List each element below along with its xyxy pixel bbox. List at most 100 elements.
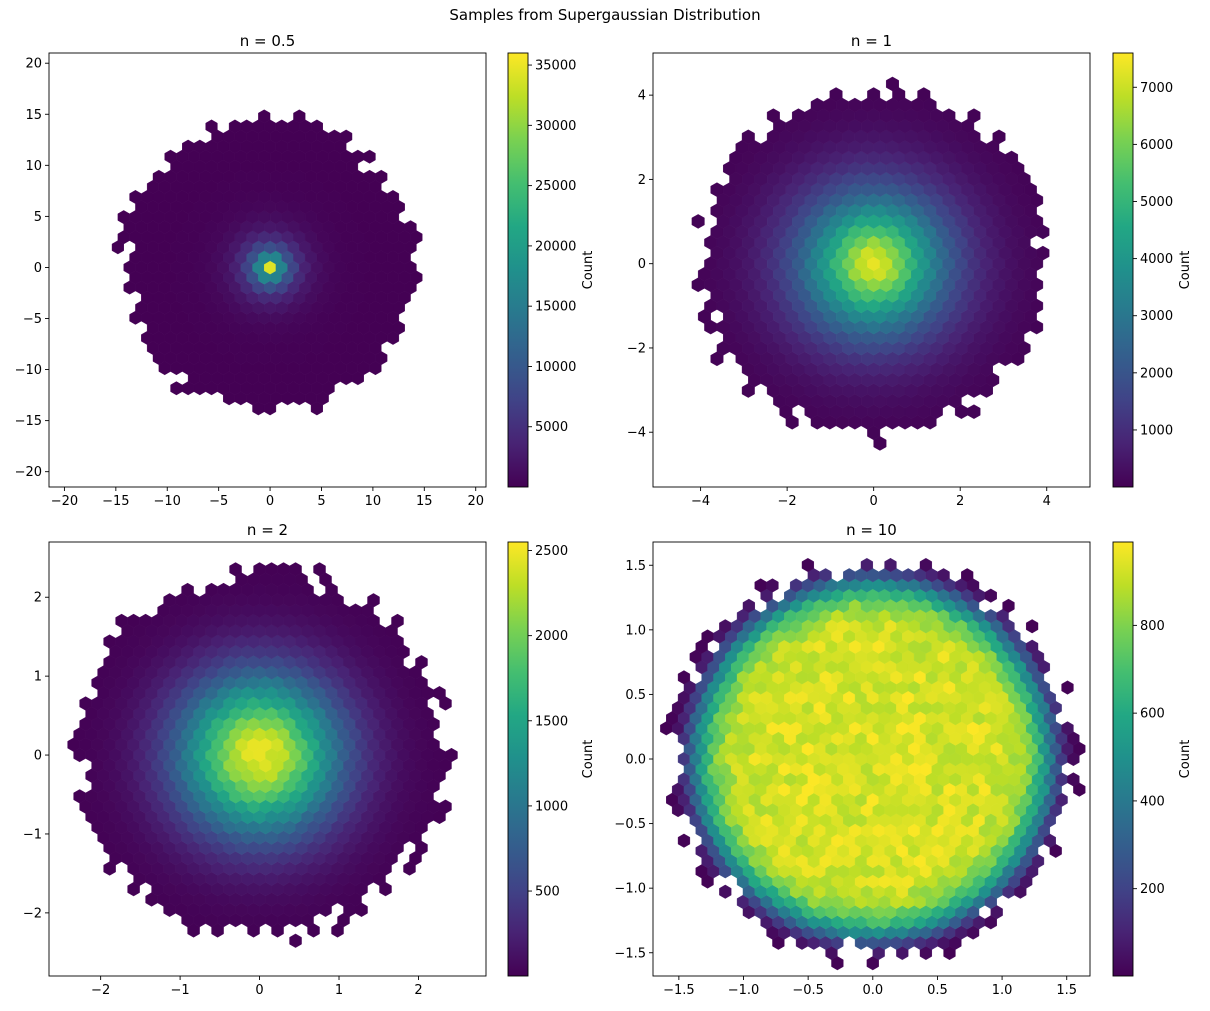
hexbin-cell (801, 557, 814, 573)
y-tick-label: 2 (638, 173, 646, 188)
y-tick-label: −4 (627, 426, 646, 441)
plot-frame (652, 52, 1091, 488)
hexbin-cells (67, 562, 458, 948)
colorbar-tick-label: 5000 (535, 420, 568, 435)
hexbin-cell (340, 129, 353, 144)
colorbar-tick-label: 400 (1140, 794, 1165, 809)
y-tick-label: −2 (627, 341, 646, 356)
x-tick-label: 4 (1043, 494, 1051, 509)
hexbin-cell (766, 578, 779, 593)
x-tick-label: 5 (317, 494, 325, 509)
x-tick-label: 1 (335, 983, 343, 998)
colorbar-frame (1112, 52, 1134, 488)
colorbar-tick-label: 20000 (535, 239, 576, 254)
y-tick-label: 15 (25, 108, 42, 123)
hexbin-cell (1002, 598, 1015, 613)
colorbar-frame (1112, 541, 1134, 977)
hexbin-cell (313, 562, 326, 577)
hexbin-cell (691, 214, 705, 229)
panel-title: n = 10 (846, 521, 897, 539)
hexbin-cells (111, 109, 423, 416)
y-tick-label: −15 (15, 414, 42, 429)
panel-3: −2 −1 0 1 2 −2 −1 0 1 2 n = 2 500 1000 1500 2000 2500 Co… (23, 521, 596, 998)
hexbin-cell (445, 747, 458, 763)
colorbar-tick-label: 10000 (535, 360, 576, 375)
x-tick-label: −2 (91, 983, 110, 998)
panel-4: −1.5 −1.0 −0.5 0.0 0.5 1.0 1.5 −1.5 −1.0 −0.5 0.0 0… (614, 521, 1193, 998)
hexbin-cell (984, 588, 997, 603)
colorbar-tick-label: 2000 (1140, 366, 1173, 381)
hexbin-cell (439, 799, 452, 814)
panel-title: n = 2 (247, 521, 288, 539)
y-tick-label: −1.0 (614, 882, 646, 897)
x-tick-label: 0 (266, 494, 274, 509)
hexbin-cell (1067, 772, 1080, 787)
hexbin-cell (741, 129, 755, 145)
plot-frame (48, 541, 487, 977)
y-tick-label: 0 (34, 749, 42, 764)
colorbar-label: Count (1178, 740, 1193, 779)
colorbar (508, 53, 528, 487)
y-tick-label: −0.5 (614, 817, 646, 832)
y-tick-label: 0.0 (625, 753, 646, 768)
y-tick-label: −20 (15, 465, 42, 480)
hexbin-cell (433, 686, 446, 701)
hexbin-cell (1036, 245, 1050, 261)
hexbin-cell (677, 833, 691, 848)
hexbin-cell (293, 109, 306, 124)
x-tick-label: 2 (414, 983, 422, 998)
colorbar-tick-label: 35000 (535, 59, 576, 74)
x-tick-label: 2 (956, 494, 964, 509)
hexbin-cell (181, 582, 194, 598)
colorbar-label: Count (1178, 251, 1193, 290)
hexbin-cell (942, 108, 956, 123)
hexbin-cell (967, 108, 981, 123)
hexbin-cell (677, 670, 691, 685)
panel-title: n = 1 (851, 32, 892, 50)
x-tick-label: 0.0 (862, 983, 883, 998)
colorbar-frame (507, 52, 529, 488)
hexbin-cell (742, 598, 755, 613)
figure-title: Samples from Supergaussian Distribution (449, 6, 761, 24)
hexbin-cells (691, 76, 1050, 451)
colorbar (1113, 53, 1133, 487)
x-tick-label: 0.5 (927, 983, 948, 998)
panel-1: −20 −15 −10 −5 0 5 10 15 20 −20 −15 −10 −5 0 5 10 15 20 n … (15, 32, 596, 509)
colorbar-tick-label: 3000 (1140, 309, 1173, 324)
colorbar-label: Count (581, 740, 596, 779)
x-tick-label: −1 (171, 983, 190, 998)
hexbin-cell (719, 884, 732, 899)
hexbin-cell (404, 220, 417, 235)
x-tick-label: −10 (154, 494, 181, 509)
colorbar-tick-label: 200 (1140, 882, 1165, 897)
hexbin-cell (1061, 721, 1074, 736)
y-tick-label: −2 (23, 906, 42, 921)
hexbin-cell (415, 655, 428, 670)
hexbin-cell (917, 87, 931, 102)
colorbar-tick-label: 500 (535, 885, 560, 900)
hexbin-cell (819, 568, 832, 583)
panel-2: −4 −2 0 2 4 −4 −2 0 2 4 n = 1 1000 2000 3000 4000 5000 6… (627, 32, 1193, 509)
colorbar-tick-label: 25000 (535, 179, 576, 194)
hexbin-cell (961, 568, 974, 583)
x-tick-label: 10 (365, 494, 382, 509)
colorbar-tick-label: 600 (1140, 707, 1165, 722)
hexbin-cell (1026, 639, 1039, 654)
hexbin-cell (829, 87, 843, 102)
hexbin-cell (1061, 680, 1074, 695)
x-tick-label: −20 (51, 494, 78, 509)
x-tick-label: −1.5 (663, 983, 695, 998)
hexbin-cell (289, 562, 302, 577)
hexbin-cell (860, 557, 873, 573)
y-tick-label: −5 (23, 312, 42, 327)
colorbar-tick-label: 800 (1140, 619, 1165, 634)
y-tick-label: −10 (15, 363, 42, 378)
y-tick-label: 0 (638, 257, 646, 272)
x-tick-label: 20 (467, 494, 484, 509)
hexbin-cell (867, 87, 881, 102)
hexbin-cell (205, 119, 218, 134)
y-tick-label: 1.0 (625, 623, 646, 638)
y-tick-label: 5 (34, 210, 42, 225)
colorbar-tick-label: 1000 (1140, 423, 1173, 438)
x-tick-label: 1.5 (1056, 983, 1077, 998)
